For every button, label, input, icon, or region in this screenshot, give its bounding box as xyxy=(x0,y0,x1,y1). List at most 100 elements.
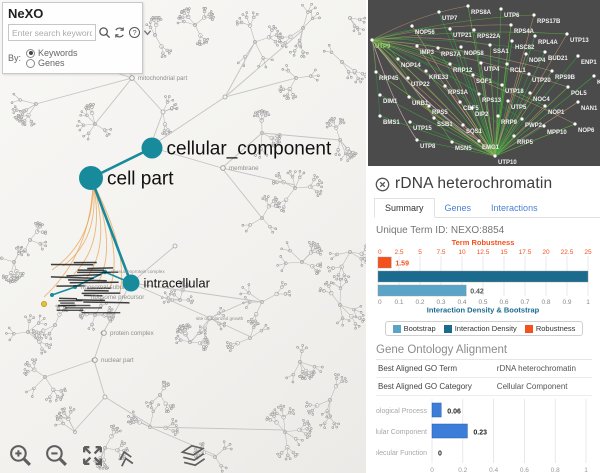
gene-node[interactable] xyxy=(410,24,414,28)
gene-node[interactable] xyxy=(510,39,514,43)
ontology-node-label[interactable]: cell part xyxy=(107,168,174,189)
gene-node[interactable] xyxy=(448,62,452,66)
gene-node[interactable] xyxy=(408,120,412,124)
ontology-term-label[interactable]: ribosome precursor xyxy=(91,294,144,301)
chevron-down-icon[interactable] xyxy=(143,28,152,37)
radio-dot[interactable] xyxy=(26,58,36,68)
gene-network-panel[interactable]: UTP9 UTP7 RPS8A UTP6 RPS17B NOP56 UTP21 RPS22A R… xyxy=(366,0,600,169)
gene-node[interactable] xyxy=(415,138,419,142)
gene-node[interactable] xyxy=(461,123,465,127)
gene-label[interactable]: UTP4 xyxy=(484,67,500,73)
gene-node[interactable] xyxy=(524,52,528,56)
radio-genes[interactable]: Genes xyxy=(26,58,78,68)
gene-node[interactable] xyxy=(406,76,410,80)
gene-node[interactable] xyxy=(466,4,470,8)
ontology-node-label[interactable]: cellular_component xyxy=(167,138,332,159)
gene-node[interactable] xyxy=(542,124,546,128)
gene-node[interactable] xyxy=(458,100,462,104)
gene-node[interactable] xyxy=(543,104,547,108)
gene-label[interactable]: UTP8 xyxy=(420,144,436,150)
ontology-node[interactable] xyxy=(141,137,163,159)
tab-summary[interactable]: Summary xyxy=(374,198,435,218)
gene-node[interactable] xyxy=(424,69,428,73)
gene-label[interactable]: RRP9 xyxy=(501,120,518,126)
gene-label[interactable]: UTP13 xyxy=(570,38,589,44)
gene-label[interactable]: RRP45 xyxy=(379,76,399,82)
gene-label[interactable]: IMP3 xyxy=(420,50,435,56)
ontology-node[interactable] xyxy=(79,166,103,190)
ontology-term-label[interactable]: membrane xyxy=(229,165,259,172)
radio-keywords[interactable]: Keywords xyxy=(26,48,78,58)
layers-icon[interactable] xyxy=(178,441,209,470)
gene-label[interactable]: NAN1 xyxy=(581,106,598,112)
gene-node[interactable] xyxy=(470,106,474,110)
gene-label[interactable]: RRP12 xyxy=(453,68,473,74)
fit-to-window-icon[interactable] xyxy=(80,443,105,468)
gene-label[interactable]: SSB1 xyxy=(437,122,453,128)
gene-node[interactable] xyxy=(437,10,441,14)
gene-label[interactable]: SQS1 xyxy=(466,129,483,135)
gene-node[interactable] xyxy=(573,122,577,126)
gene-label[interactable]: POL5 xyxy=(571,91,587,97)
gene-label[interactable]: NOC4 xyxy=(533,97,550,103)
gene-node[interactable] xyxy=(505,62,509,66)
gene-node[interactable] xyxy=(543,50,547,54)
gene-label[interactable]: RPS9B xyxy=(555,75,576,81)
gene-label[interactable]: UTP5 xyxy=(511,105,527,111)
gene-label[interactable]: MPP10 xyxy=(547,130,567,136)
gene-node[interactable] xyxy=(520,117,524,121)
gene-label[interactable]: UTP9 xyxy=(375,44,391,50)
gene-node[interactable] xyxy=(443,84,447,88)
gene-node[interactable] xyxy=(477,139,481,143)
gene-node[interactable] xyxy=(450,140,454,144)
gene-label[interactable]: UTP7 xyxy=(442,16,458,22)
gene-node[interactable] xyxy=(477,92,481,96)
gene-node[interactable] xyxy=(566,85,570,89)
gene-label[interactable]: RPS13 xyxy=(482,98,502,104)
gene-label[interactable]: RRP5 xyxy=(517,140,534,146)
gene-label[interactable]: RPS8A xyxy=(471,10,492,16)
gene-node[interactable] xyxy=(496,114,500,118)
gene-label[interactable]: SOF1 xyxy=(476,79,492,85)
gene-node[interactable] xyxy=(448,27,452,31)
gene-node[interactable] xyxy=(550,69,554,73)
gene-node[interactable] xyxy=(471,73,475,77)
gene-node[interactable] xyxy=(592,74,596,78)
gene-label[interactable]: DIM1 xyxy=(383,99,398,105)
gene-label[interactable]: NOP4 xyxy=(529,58,546,64)
radio-dot[interactable] xyxy=(26,48,36,58)
gene-node[interactable] xyxy=(459,45,463,49)
gene-node[interactable] xyxy=(378,93,382,97)
gene-label[interactable]: NOP6 xyxy=(578,128,595,134)
gene-label[interactable]: RPS17B xyxy=(537,19,561,25)
refresh-icon[interactable] xyxy=(113,26,126,39)
gene-node[interactable] xyxy=(500,83,504,87)
ontology-node[interactable] xyxy=(122,274,140,292)
gene-label[interactable]: RPS7A xyxy=(441,52,462,58)
gene-label[interactable]: UTP18 xyxy=(505,89,524,95)
ontology-term-label[interactable]: protein complex xyxy=(110,330,155,337)
gene-label[interactable]: UTP22 xyxy=(411,82,430,88)
gene-label[interactable]: MSN5 xyxy=(455,146,472,152)
gene-node[interactable] xyxy=(576,54,580,58)
gene-node[interactable] xyxy=(488,43,492,47)
ontology-term-label[interactable]: nuclear part xyxy=(101,357,134,364)
gene-label[interactable]: RPS4A xyxy=(514,29,535,35)
gene-node[interactable] xyxy=(396,57,400,61)
zoom-out-icon[interactable] xyxy=(44,443,69,468)
gene-label[interactable]: SSA1 xyxy=(493,49,509,55)
gene-node[interactable] xyxy=(427,104,431,108)
gene-node[interactable] xyxy=(512,134,516,138)
gene-node[interactable] xyxy=(565,32,569,36)
gene-node[interactable] xyxy=(378,114,382,118)
gene-label[interactable]: UTP20 xyxy=(532,78,551,84)
gene-label[interactable]: PWP2 xyxy=(525,123,543,129)
gene-label[interactable]: BUD21 xyxy=(548,56,568,62)
gene-node[interactable] xyxy=(576,100,580,104)
gene-label[interactable]: UTP10 xyxy=(498,160,517,166)
ontology-term-label[interactable]: ribonucleoprotein complex xyxy=(111,269,165,274)
gene-node[interactable] xyxy=(472,28,476,32)
gene-label[interactable]: NOP1 xyxy=(548,110,565,116)
gene-node[interactable] xyxy=(479,61,483,65)
gene-node[interactable] xyxy=(509,23,513,27)
